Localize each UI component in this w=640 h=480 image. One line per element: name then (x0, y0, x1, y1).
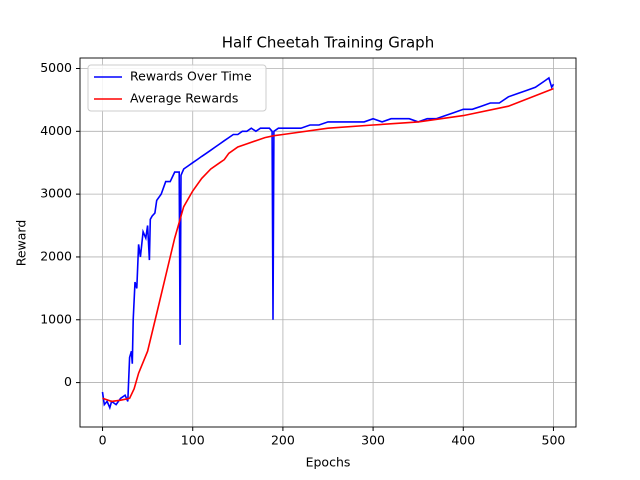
y-tick-label: 3000 (40, 186, 72, 201)
legend-label: Average Rewards (130, 91, 238, 106)
y-tick-label: 1000 (40, 311, 72, 326)
y-axis-label: Reward (14, 220, 29, 267)
x-tick-label: 400 (451, 433, 475, 448)
y-tick-label: 4000 (40, 123, 72, 138)
x-tick-label: 500 (542, 433, 566, 448)
x-tick-label: 200 (271, 433, 295, 448)
plot-frame (79, 57, 577, 428)
x-tick-label: 0 (99, 433, 107, 448)
x-tick-label: 100 (181, 433, 205, 448)
chart-title: Half Cheetah Training Graph (222, 34, 434, 52)
y-tick-label: 5000 (40, 60, 72, 75)
series-line (102, 87, 554, 403)
y-tick-label: 0 (64, 374, 72, 389)
legend-label: Rewards Over Time (130, 69, 252, 84)
x-tick-label: 300 (361, 433, 385, 448)
series-line (101, 76, 555, 411)
y-tick-label: 2000 (40, 248, 72, 263)
x-axis-label: Epochs (306, 455, 351, 470)
legend-box (87, 64, 267, 112)
